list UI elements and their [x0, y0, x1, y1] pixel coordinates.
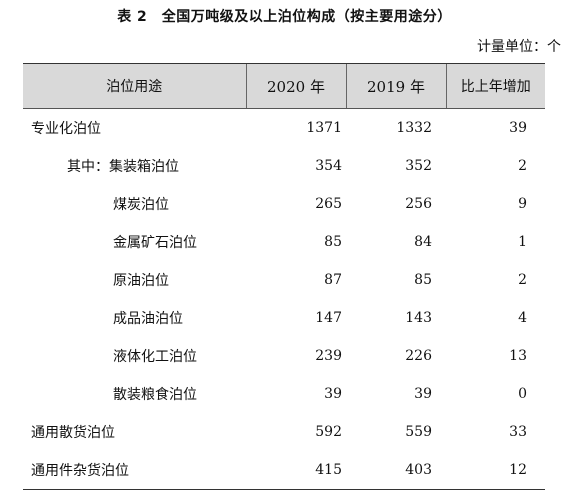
- value-increase: 2: [518, 272, 527, 288]
- value-2020: 415: [246, 451, 346, 490]
- table-row: 原油泊位 87 85 2: [23, 261, 545, 299]
- table-row: 散装粮食泊位 39 39 0: [23, 375, 545, 413]
- unit-label: 计量单位：个: [477, 39, 561, 55]
- header-2019: 2019 年: [345, 63, 446, 109]
- value-2019: 559: [405, 424, 432, 440]
- value-2019: 39: [414, 386, 432, 402]
- row-name: 液体化工泊位: [113, 349, 197, 365]
- value-2020: 85: [324, 234, 342, 250]
- value-increase: 33: [509, 424, 527, 440]
- value-increase: 39: [509, 120, 527, 136]
- row-name: 煤炭泊位: [113, 197, 169, 213]
- header-2020: 2020 年: [245, 63, 346, 109]
- table-row: 专业化泊位 1371 1332 39: [23, 109, 545, 148]
- value-2020: 1371: [306, 120, 342, 136]
- value-2020: 87: [324, 272, 342, 288]
- table-row: 成品油泊位 147 143 4: [23, 299, 545, 337]
- value-2020: 265: [315, 196, 342, 212]
- row-name: 原油泊位: [113, 273, 169, 289]
- value-increase: 9: [518, 196, 527, 212]
- value-2019: 84: [414, 234, 432, 250]
- value-2020: 592: [315, 424, 342, 440]
- header-category: 泊位用途: [23, 63, 246, 109]
- value-increase: 13: [509, 348, 527, 364]
- value-2019: 256: [405, 196, 432, 212]
- table-row: 通用件杂货泊位 415 403 12: [23, 451, 545, 490]
- header-row: 泊位用途 2020 年 2019 年 比上年增加: [23, 63, 545, 109]
- value-increase: 0: [518, 386, 527, 402]
- table-row: 煤炭泊位 265 256 9: [23, 185, 545, 223]
- row-name: 散装粮食泊位: [113, 387, 197, 403]
- value-increase: 1: [518, 234, 527, 250]
- table-row: 其中：集装箱泊位 354 352 2: [23, 147, 545, 185]
- value-2020: 354: [315, 158, 342, 174]
- header-increase: 比上年增加: [445, 63, 545, 109]
- value-increase: 2: [518, 158, 527, 174]
- value-2019: 143: [405, 310, 432, 326]
- value-2020: 39: [324, 386, 342, 402]
- data-table: 泊位用途 2020 年 2019 年 比上年增加 专业化泊位 1371 1332…: [23, 63, 545, 490]
- value-2019: 226: [405, 348, 432, 364]
- value-2019: 403: [346, 451, 446, 490]
- row-name: 专业化泊位: [31, 121, 101, 137]
- value-2020: 239: [315, 348, 342, 364]
- value-increase: 12: [446, 451, 545, 490]
- table-row: 金属矿石泊位 85 84 1: [23, 223, 545, 261]
- row-name: 通用件杂货泊位: [23, 451, 246, 490]
- row-name: 其中：集装箱泊位: [67, 159, 179, 175]
- value-2019: 85: [414, 272, 432, 288]
- value-increase: 4: [518, 310, 527, 326]
- value-2020: 147: [315, 310, 342, 326]
- row-name: 通用散货泊位: [31, 425, 115, 441]
- table-row: 液体化工泊位 239 226 13: [23, 337, 545, 375]
- value-2019: 1332: [396, 120, 432, 136]
- table-title: 表 2 全国万吨级及以上泊位构成（按主要用途分）: [117, 9, 452, 25]
- table-row: 通用散货泊位 592 559 33: [23, 413, 545, 451]
- berth-table: 泊位用途 2020 年 2019 年 比上年增加 专业化泊位 1371 1332…: [23, 63, 545, 490]
- row-name: 金属矿石泊位: [113, 235, 197, 251]
- value-2019: 352: [405, 158, 432, 174]
- row-name: 成品油泊位: [113, 311, 183, 327]
